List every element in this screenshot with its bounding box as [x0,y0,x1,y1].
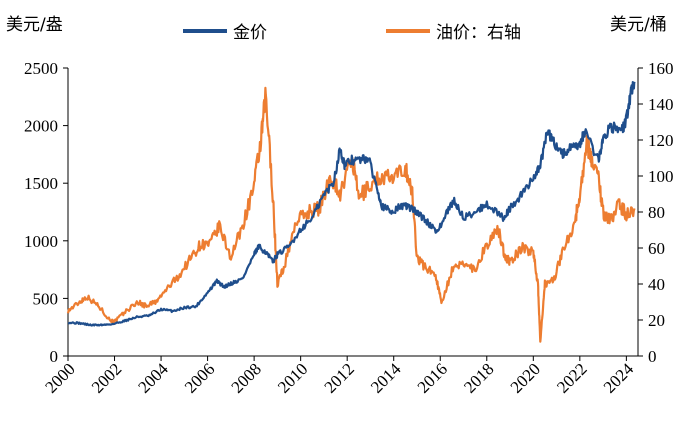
y-left-tick-label: 1500 [24,174,58,193]
series-line-oil [66,86,636,343]
y-right-tick-label: 140 [648,95,674,114]
y-right-tick-label: 0 [648,347,657,366]
x-tick-label: 2000 [41,359,78,396]
x-tick-label: 2014 [367,359,405,397]
y-right-tick-label: 100 [648,167,674,186]
left-axis-unit: 美元/盎 [6,15,63,35]
y-right-tick-label: 20 [648,311,665,330]
y-left-tick-label: 2000 [24,117,58,136]
legend-label-oil: 油价：右轴 [436,23,521,43]
x-tick-label: 2002 [88,359,125,396]
series-line-gold [67,81,636,327]
x-tick-label: 2020 [507,359,544,396]
axes: 0 500 1000 1500 2000 2500 0 20 40 60 80 100 120 140 16… [24,59,674,397]
y-right-tick-label: 160 [648,59,674,78]
x-tick-label: 2022 [553,359,590,396]
x-tick-label: 2006 [181,359,218,396]
x-tick-label: 2008 [227,359,264,396]
legend-label-gold: 金价 [233,23,267,43]
x-tick-label: 2016 [414,359,451,396]
y-right-tick-label: 80 [648,203,665,222]
legend-swatch-gold [183,28,227,33]
right-axis-unit: 美元/桶 [610,15,667,35]
y-right-tick-label: 120 [648,131,674,150]
y-left-tick-label: 500 [33,289,59,308]
x-tick-label: 2012 [321,359,358,396]
legend-item-oil: 油价：右轴 [386,18,521,43]
legend-swatch-oil [386,28,430,33]
x-tick-label: 2018 [460,359,497,396]
x-tick-label: 2004 [134,359,172,397]
y-right-tick-label: 60 [648,239,665,258]
y-left-tick-label: 0 [50,347,59,366]
series-layer [66,81,636,343]
y-right-tick-label: 40 [648,275,665,294]
x-tick-label: 2010 [274,359,311,396]
y-left-tick-label: 1000 [24,232,58,251]
legend-item-gold: 金价 [183,18,267,43]
y-left-tick-label: 2500 [24,59,58,78]
x-tick-label: 2024 [600,359,638,397]
